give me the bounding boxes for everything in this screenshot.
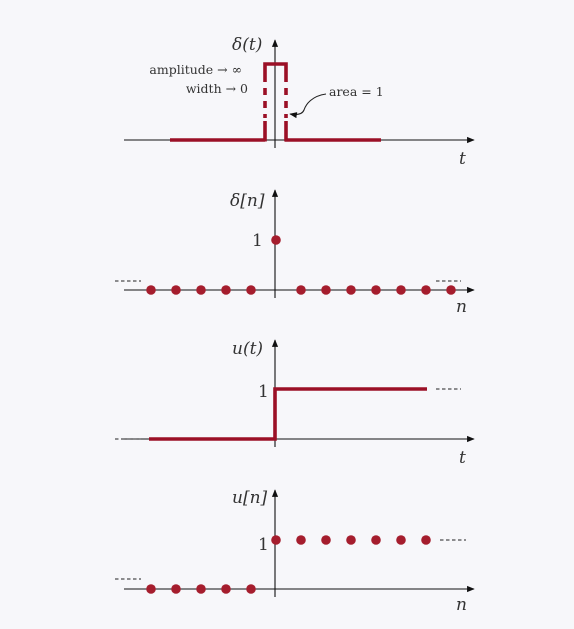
width-note: width → 0 bbox=[186, 81, 248, 96]
sample-dot bbox=[346, 535, 356, 545]
area-note: area = 1 bbox=[329, 84, 384, 99]
x-axis-label: t bbox=[459, 149, 466, 169]
sample-dot bbox=[246, 584, 256, 594]
sample-dot bbox=[396, 285, 406, 295]
sample-dot bbox=[196, 285, 206, 295]
sample-dot bbox=[246, 285, 256, 295]
sample-dot bbox=[296, 535, 306, 545]
sample-dot bbox=[171, 584, 181, 594]
sample-dot bbox=[421, 535, 431, 545]
x-axis-label: t bbox=[459, 448, 466, 468]
sample-dot bbox=[371, 285, 381, 295]
panel-discrete-impulse: δ[n] n 1 bbox=[115, 189, 475, 317]
sample-dot bbox=[371, 535, 381, 545]
y-axis-label: δ(t) bbox=[232, 35, 262, 55]
sample-dot bbox=[146, 584, 156, 594]
sample-dot bbox=[171, 285, 181, 295]
step-samples bbox=[146, 535, 431, 594]
impulse-pulse-top bbox=[263, 62, 288, 82]
sample-dot bbox=[296, 285, 306, 295]
panel-continuous-impulse: δ(t) t amplitude → ∞ width → 0 area = 1 bbox=[124, 35, 475, 169]
sample-dot bbox=[446, 285, 456, 295]
y-axis-label: δ[n] bbox=[230, 191, 265, 211]
y-axis-label: u[n] bbox=[232, 488, 268, 508]
sample-dot bbox=[146, 285, 156, 295]
sample-dot bbox=[346, 285, 356, 295]
tick-label-one: 1 bbox=[258, 535, 269, 555]
sample-dot bbox=[321, 535, 331, 545]
step-signal-line bbox=[149, 387, 427, 441]
sample-dot bbox=[321, 285, 331, 295]
sample-dot bbox=[421, 285, 431, 295]
sample-dot bbox=[271, 235, 281, 245]
panel-continuous-step: u(t) t 1 bbox=[115, 339, 475, 468]
panel-discrete-step: u[n] n 1 bbox=[115, 488, 475, 615]
sample-dot bbox=[196, 584, 206, 594]
sample-dot bbox=[221, 285, 231, 295]
x-axis-label: n bbox=[456, 595, 467, 615]
tick-label-one: 1 bbox=[252, 231, 263, 251]
x-axis-label: n bbox=[456, 297, 467, 317]
sample-dot bbox=[396, 535, 406, 545]
impulse-samples bbox=[146, 235, 456, 295]
tick-label-one: 1 bbox=[258, 382, 269, 402]
sample-dot bbox=[271, 535, 281, 545]
area-pointer-arrow bbox=[289, 93, 327, 119]
amplitude-note: amplitude → ∞ bbox=[149, 62, 242, 77]
sample-dot bbox=[221, 584, 231, 594]
y-axis-label: u(t) bbox=[232, 339, 263, 359]
